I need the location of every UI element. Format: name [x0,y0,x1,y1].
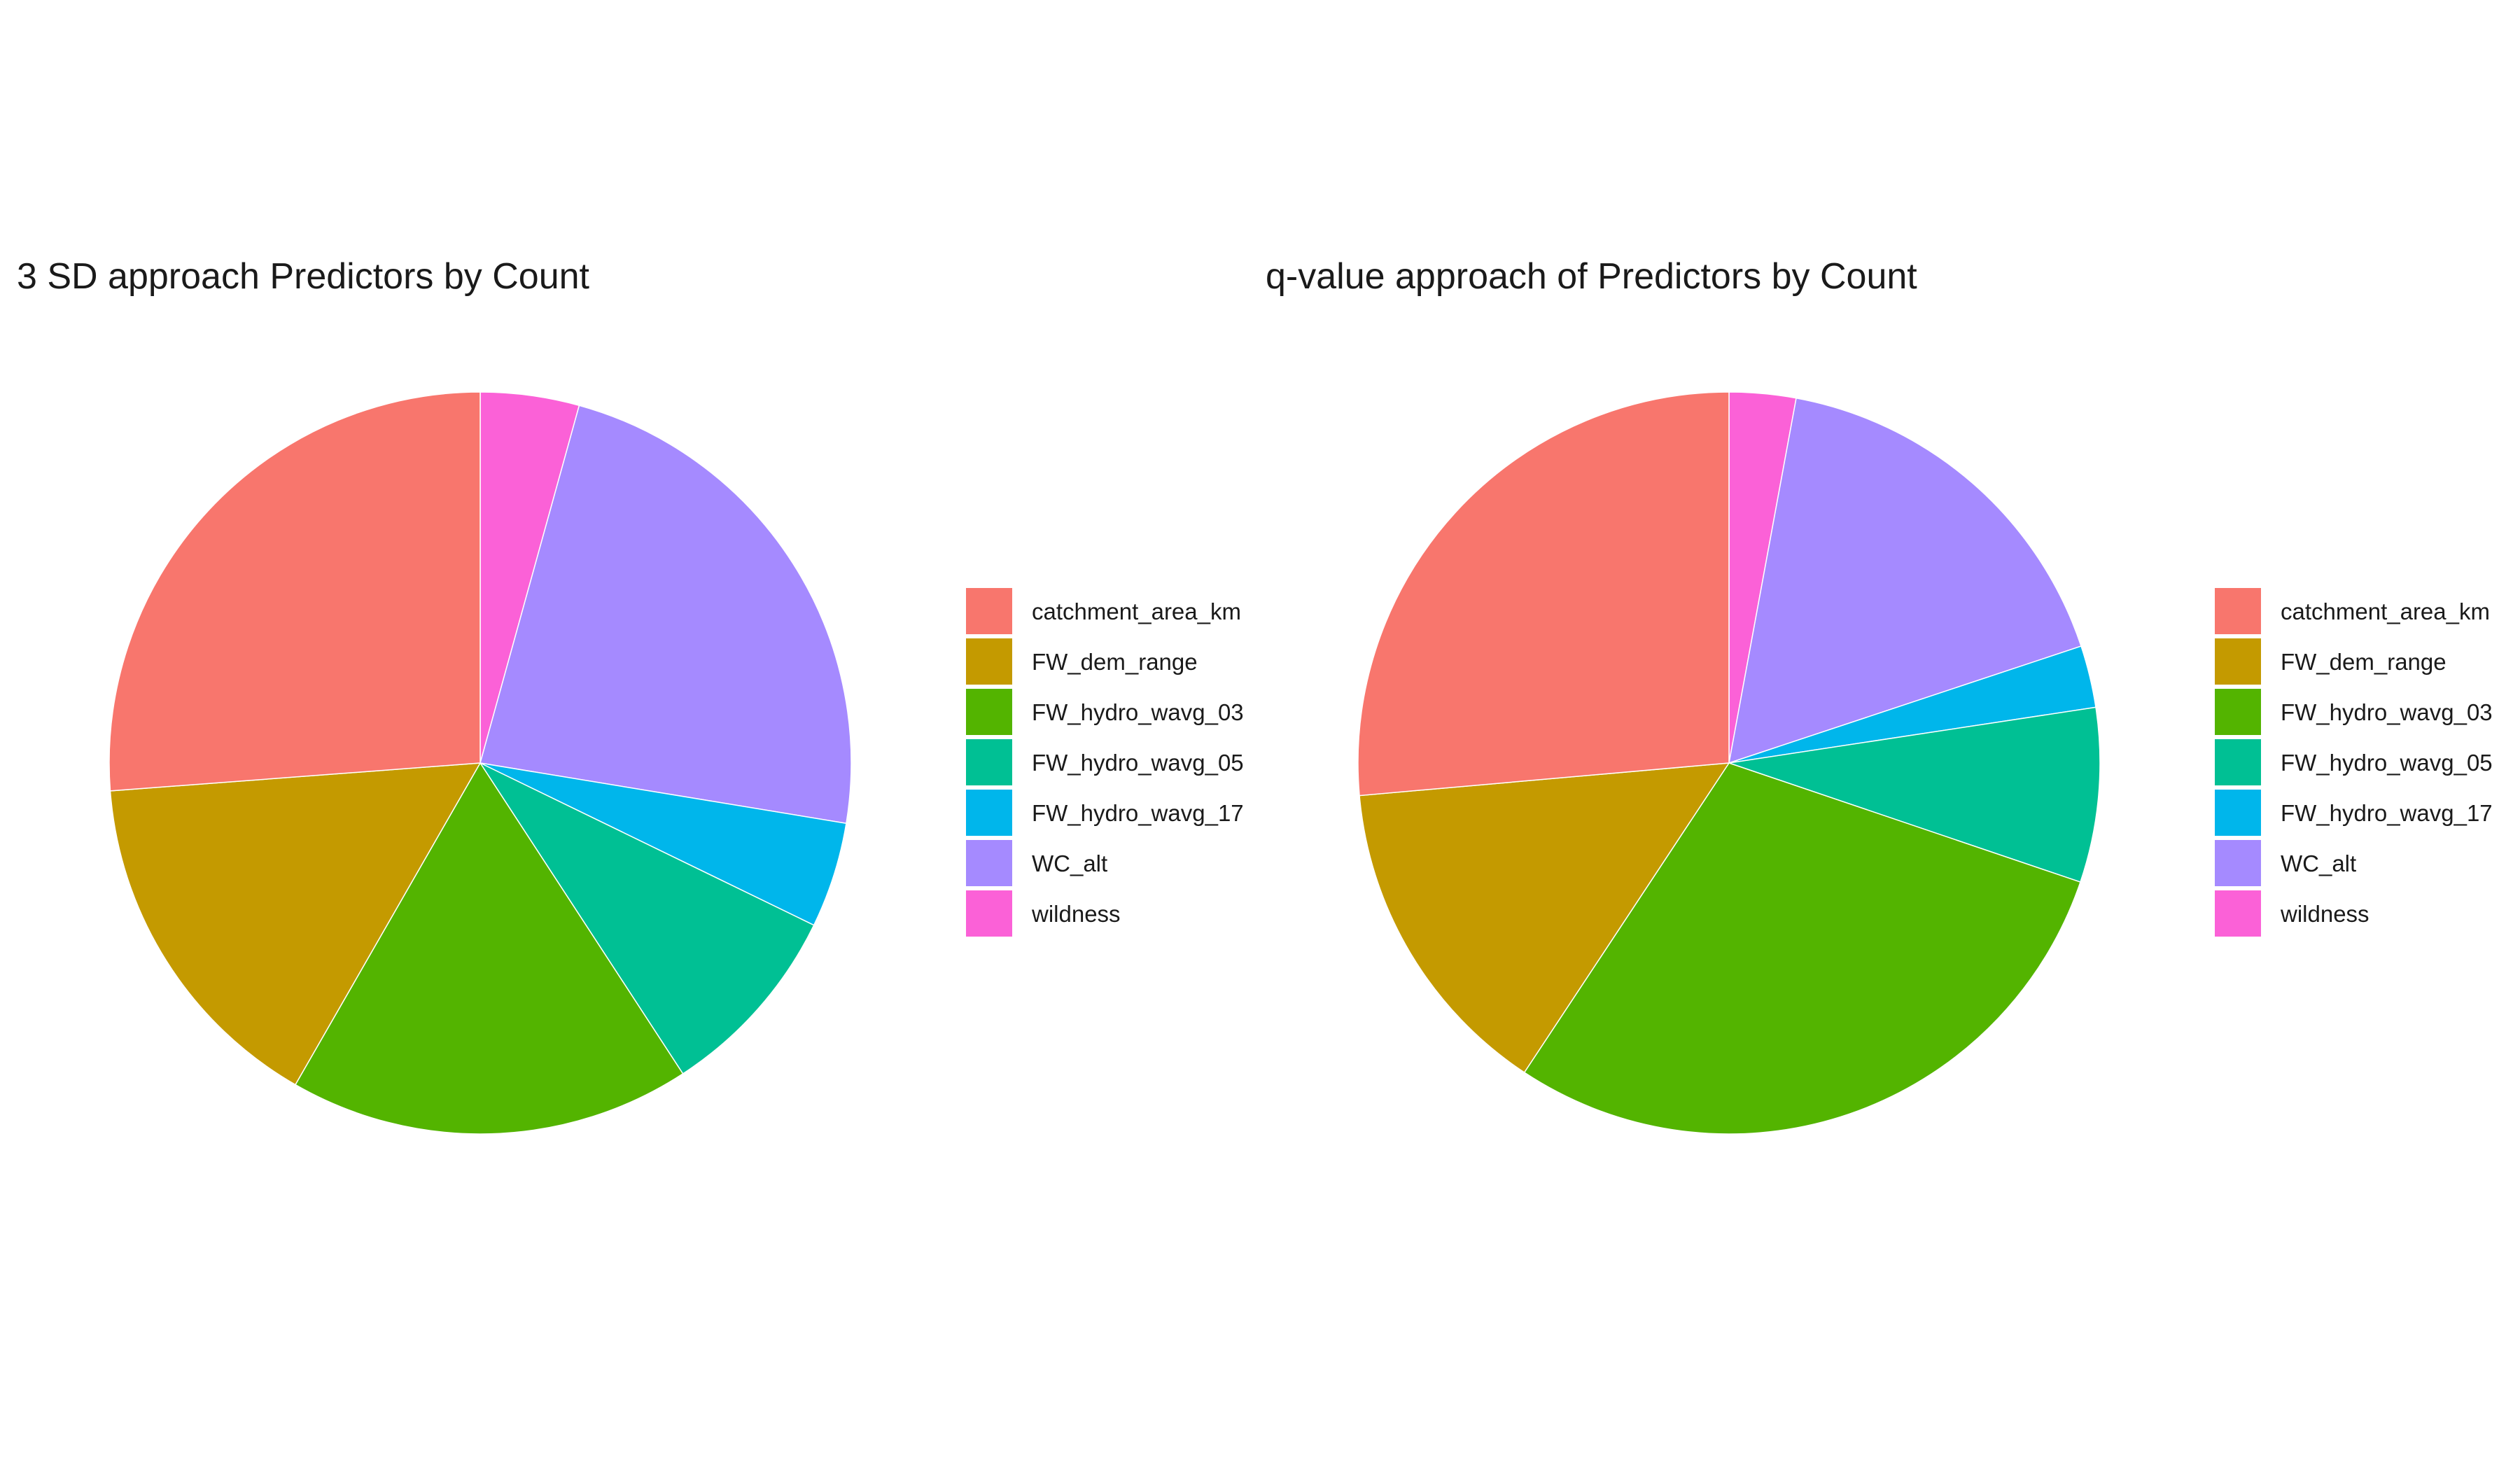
pie-slice-fw-hydro-wavg-03 [1523,762,2081,1135]
pie-slice-fw-dem-range [109,762,482,1086]
legend-label-wildness: wildness [2280,901,2370,927]
legend-swatch-catchment-area-km [966,588,1012,634]
legend-swatch-wc-alt [2215,840,2261,886]
legend: catchment_area_km FW_dem_range FW_hydro_wa… [2215,588,2493,937]
legend-swatch-fw-hydro-wavg-03 [2215,689,2261,735]
chart-title: q-value approach of Predictors by Count [1266,256,1917,297]
legend-label-wc-alt: WC_alt [2281,850,2356,876]
legend-label-fw-dem-range: FW_dem_range [2281,649,2446,675]
legend-swatch-catchment-area-km [2215,588,2261,634]
legend-label-catchment-area-km: catchment_area_km [1032,598,1241,624]
legend-label-wildness: wildness [1031,901,1121,927]
legend-swatch-fw-dem-range [2215,638,2261,685]
legend-swatch-fw-hydro-wavg-05 [966,739,1012,785]
pie-slice-wc-alt [1728,397,2082,764]
legend-label-fw-hydro-wavg-03: FW_hydro_wavg_03 [1032,699,1244,725]
pie-slices [108,391,852,1135]
legend-swatch-wildness [966,890,1012,937]
legend-label-fw-hydro-wavg-05: FW_hydro_wavg_05 [1032,750,1244,776]
legend-swatch-fw-hydro-wavg-05 [2215,739,2261,785]
legend-label-fw-hydro-wavg-05: FW_hydro_wavg_05 [2281,750,2493,776]
legend-swatch-fw-hydro-wavg-17 [966,790,1012,836]
pie-slice-fw-hydro-wavg-05 [1728,706,2101,883]
pie-slice-wc-alt [479,405,852,825]
legend-label-catchment-area-km: catchment_area_km [2281,598,2490,624]
pie-slice-catchment-area-km [1357,391,1730,797]
legend-swatch-fw-hydro-wavg-17 [2215,790,2261,836]
legend-label-fw-hydro-wavg-17: FW_hydro_wavg_17 [2281,800,2493,826]
legend-label-wc-alt: WC_alt [1032,850,1107,876]
pie-slice-catchment-area-km [108,391,481,792]
legend: catchment_area_km FW_dem_range FW_hydro_wa… [966,588,1244,937]
pie-slice-fw-hydro-wavg-03 [294,762,684,1135]
legend-label-fw-hydro-wavg-03: FW_hydro_wavg_03 [2281,699,2493,725]
legend-swatch-fw-hydro-wavg-03 [966,689,1012,735]
pie-slice-fw-hydro-wavg-05 [478,762,815,1074]
legend-swatch-wildness [2215,890,2261,937]
legend-swatch-wc-alt [966,840,1012,886]
pie-slices [1357,391,2101,1135]
legend-swatch-fw-dem-range [966,638,1012,685]
pie-chart-3sd: 3 SD approach Predictors by Count catchm… [17,256,1244,1135]
pie-chart-qvalue: q-value approach of Predictors by Count … [1266,256,2493,1135]
chart-title: 3 SD approach Predictors by Count [17,256,590,297]
legend-label-fw-hydro-wavg-17: FW_hydro_wavg_17 [1032,800,1244,826]
legend-label-fw-dem-range: FW_dem_range [1032,649,1198,675]
pie-slice-fw-dem-range [1359,762,1730,1074]
